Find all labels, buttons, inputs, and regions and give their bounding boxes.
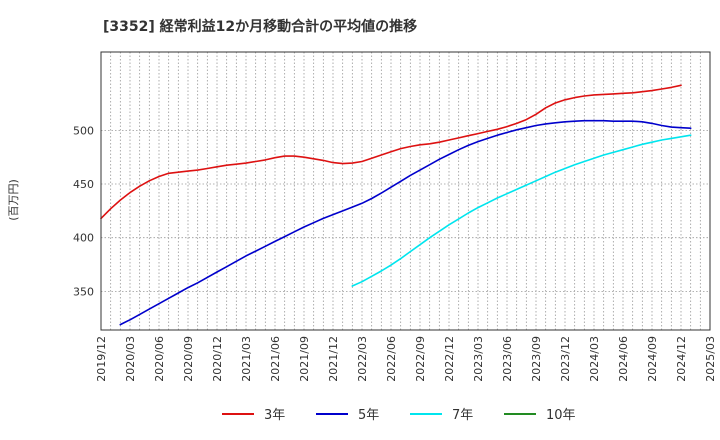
y-tick-label: 350 [73, 285, 94, 298]
x-tick-label: 2024/12 [675, 336, 688, 382]
y-tick-label: 450 [73, 178, 94, 191]
legend-label-2: 7年 [452, 408, 473, 423]
x-tick-label: 2021/06 [269, 336, 282, 382]
x-tick-label: 2023/03 [472, 336, 485, 382]
series-lines [100, 84, 692, 326]
series-line-1 [119, 119, 692, 326]
y-tick-label: 400 [73, 232, 94, 245]
series-line-2 [351, 134, 692, 287]
x-tick-label: 2023/06 [501, 336, 514, 382]
x-tick-label: 2022/06 [385, 336, 398, 382]
x-tick-label: 2021/03 [240, 336, 253, 382]
x-tick-label: 2020/09 [182, 336, 195, 382]
x-tick-label: 2024/09 [646, 336, 659, 382]
x-tick-label: 2021/09 [298, 336, 311, 382]
legend: 3年 5年 7年 10年 [222, 408, 576, 423]
x-tick-label: 2022/03 [356, 336, 369, 382]
x-tick-label: 2025/03 [704, 336, 717, 382]
y-tick-label: 500 [73, 124, 94, 137]
y-axis-label: (百万円) [7, 179, 20, 221]
x-axis: 2019/12 2020/03 2020/06 2020/09 2020/12 2021/… [95, 336, 717, 382]
legend-label-1: 5年 [358, 408, 379, 423]
chart-title: [3352] 経常利益12か月移動合計の平均値の推移 [103, 18, 417, 35]
x-tick-label: 2021/12 [327, 336, 340, 382]
x-tick-label: 2020/03 [124, 336, 137, 382]
x-tick-label: 2024/06 [617, 336, 630, 382]
x-tick-label: 2024/03 [588, 336, 601, 382]
legend-label-3: 10年 [546, 408, 576, 423]
x-tick-label: 2023/12 [559, 336, 572, 382]
x-tick-label: 2020/06 [153, 336, 166, 382]
x-tick-label: 2020/12 [211, 336, 224, 382]
plot-frame [100, 51, 711, 331]
series-line-0 [100, 84, 682, 220]
x-tick-label: 2022/12 [443, 336, 456, 382]
x-tick-label: 2022/09 [414, 336, 427, 382]
x-tick-label: 2023/09 [530, 336, 543, 382]
grid [100, 52, 711, 330]
legend-label-0: 3年 [264, 408, 285, 423]
y-axis: 350 400 450 500 [73, 124, 94, 298]
x-tick-label: 2019/12 [95, 336, 108, 382]
